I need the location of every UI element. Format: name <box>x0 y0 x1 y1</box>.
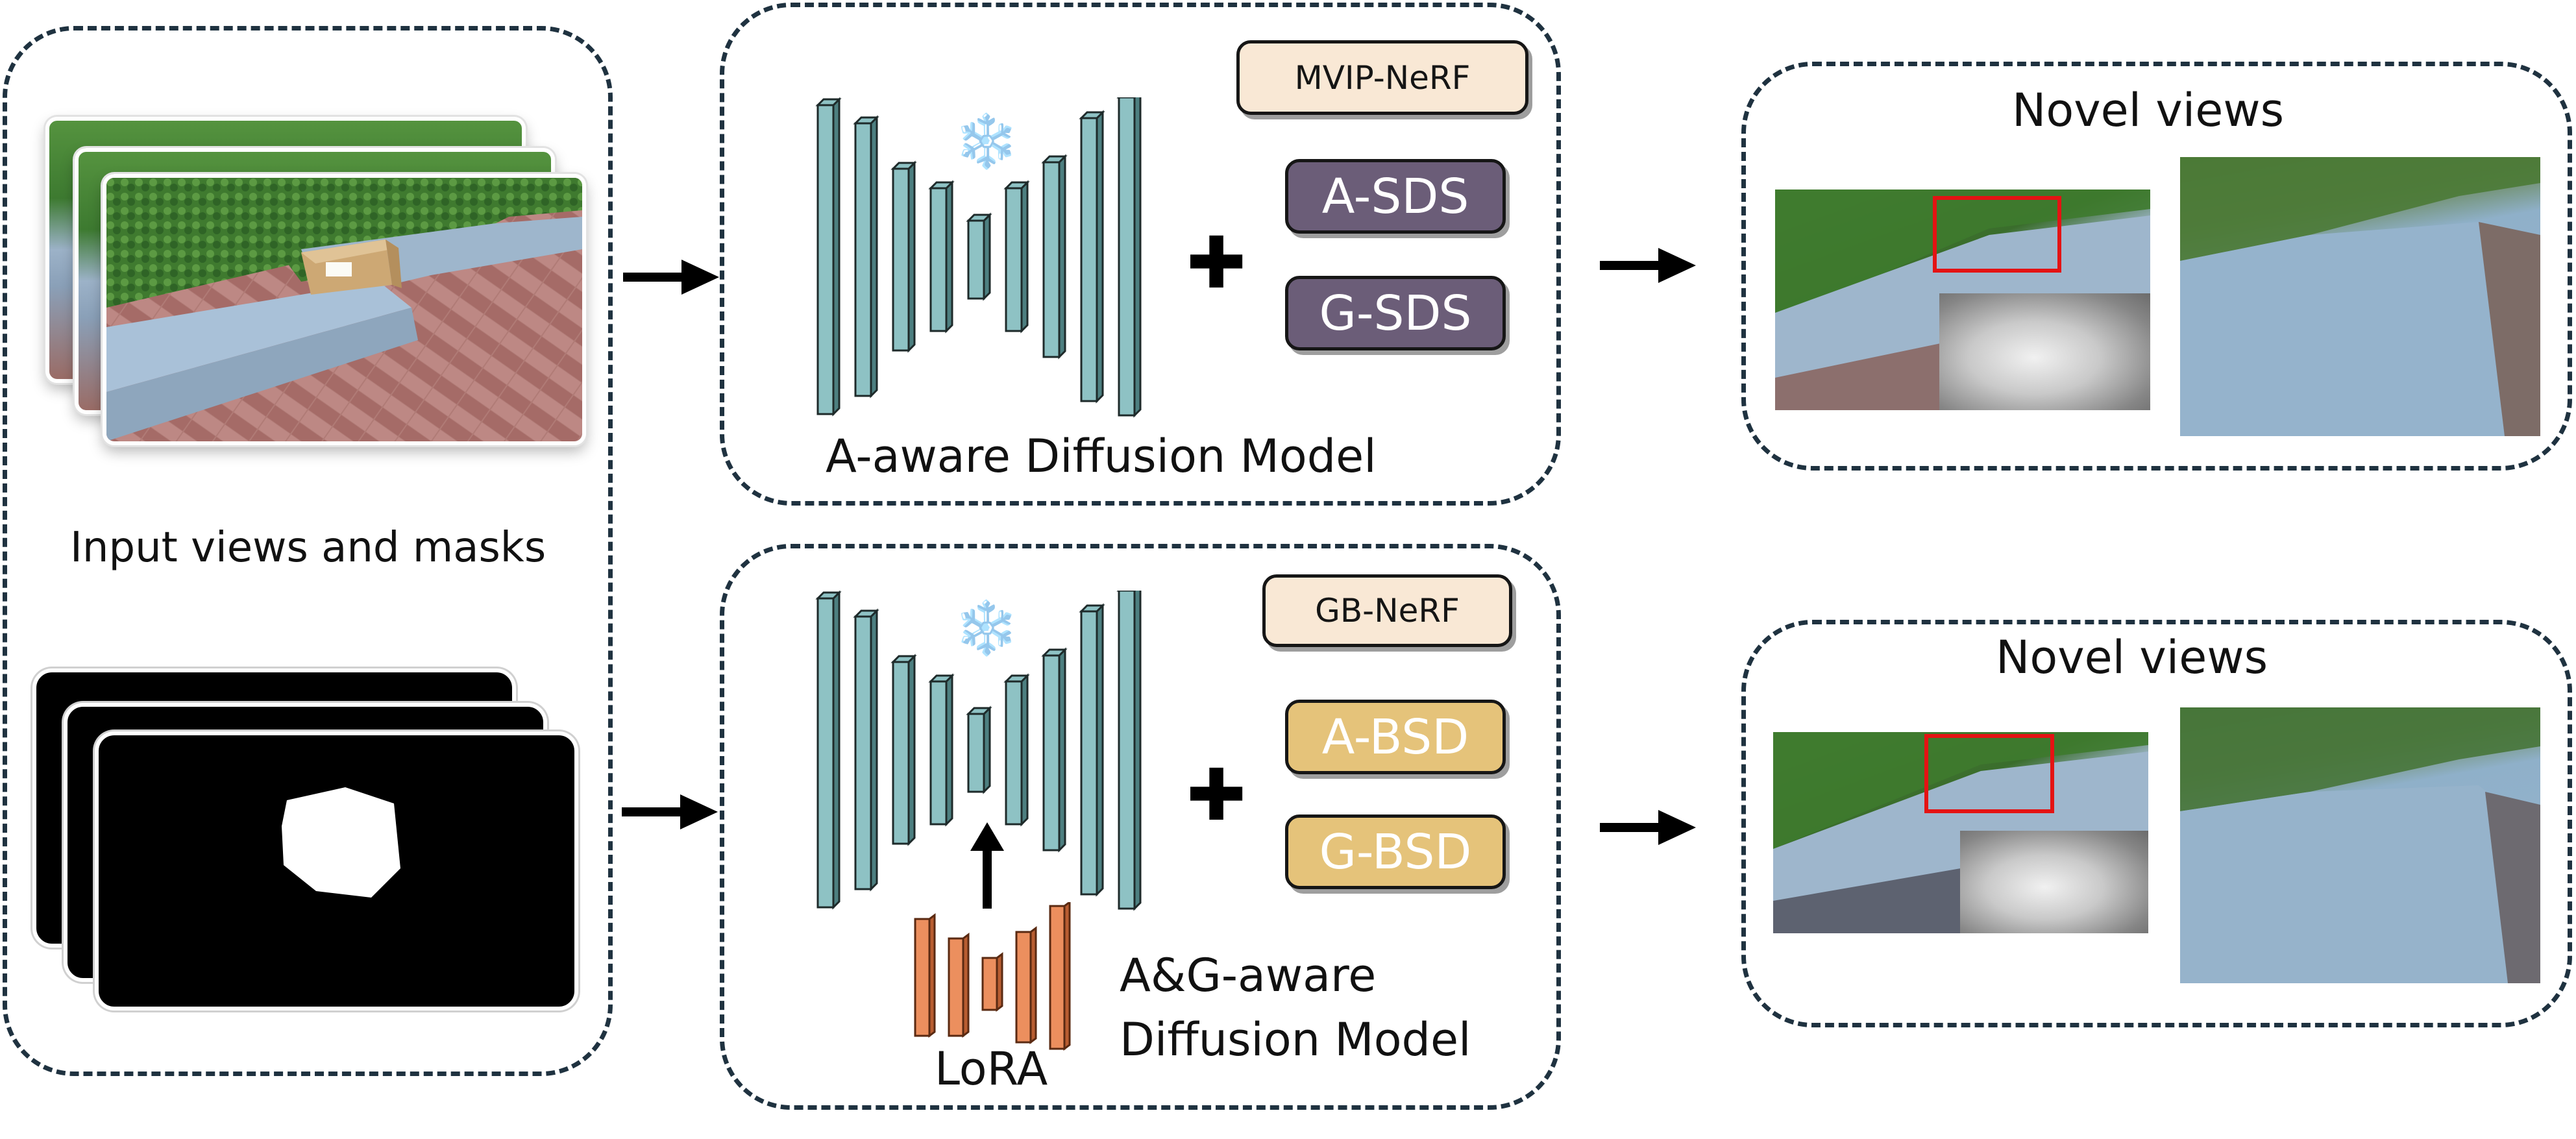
lora-block <box>981 952 1003 1012</box>
depth-map-inset <box>1939 293 2150 410</box>
a-sds-loss-box: A-SDS <box>1285 159 1506 234</box>
lora-block <box>948 933 970 1038</box>
ag-aware-model-label-line2: Diffusion Model <box>1120 1013 1471 1066</box>
zoomed-view-scene <box>2180 707 2540 983</box>
unet-diagram-top <box>815 97 1142 418</box>
depth-map-inset <box>1960 831 2148 933</box>
arrow-right-icon <box>623 260 719 295</box>
snowflake-icon: ❄️ <box>954 111 1019 171</box>
a-aware-model-panel <box>720 3 1561 506</box>
unet-block <box>1116 591 1142 911</box>
unet-block <box>853 608 879 892</box>
novel-view-render-bottom <box>1773 732 2148 933</box>
zoomed-view-bottom <box>2180 707 2540 983</box>
input-view-image <box>106 178 582 441</box>
input-view-card-front <box>103 174 586 445</box>
unet-block <box>853 115 879 398</box>
novel-views-title-bottom: Novel views <box>1996 631 2268 684</box>
object-mask-shape <box>282 787 400 898</box>
input-views-label: Input views and masks <box>70 524 546 572</box>
arrow-up-icon <box>970 822 1004 909</box>
snowflake-icon: ❄️ <box>954 598 1019 658</box>
unet-block <box>815 97 842 417</box>
lora-diagram <box>914 902 1071 1051</box>
plus-icon: ✚ <box>1186 221 1247 304</box>
unet-block <box>966 705 992 794</box>
unet-block <box>1003 180 1030 334</box>
lora-label: LoRA <box>935 1042 1048 1096</box>
plus-icon: ✚ <box>1186 753 1247 837</box>
novel-views-title-top: Novel views <box>2012 84 2285 137</box>
zoomed-view-scene <box>2180 157 2540 436</box>
unet-block <box>1079 603 1105 897</box>
novel-views-panel-bottom <box>1741 620 2572 1027</box>
zoomed-view-top <box>2180 157 2540 436</box>
novel-views-panel-top <box>1741 62 2572 471</box>
a-bsd-loss-box: A-BSD <box>1285 700 1506 774</box>
unet-block <box>1116 97 1142 418</box>
unet-block <box>815 591 842 910</box>
arrow-right-icon <box>1600 810 1696 845</box>
zoom-region-box <box>1933 196 2061 273</box>
mvip-nerf-badge: MVIP-NeRF <box>1236 40 1528 115</box>
unet-block <box>1079 110 1105 404</box>
unet-block <box>928 673 955 827</box>
unet-block <box>1041 647 1068 853</box>
unet-block <box>1003 673 1030 827</box>
unet-block <box>890 654 917 846</box>
input-panel <box>3 26 613 1076</box>
a-aware-model-label: A-aware Diffusion Model <box>826 430 1377 483</box>
lora-block <box>1049 902 1071 1051</box>
unet-block <box>1041 154 1068 360</box>
mask-card-front <box>95 731 578 1010</box>
novel-view-render-top <box>1775 190 2150 410</box>
unet-block <box>928 180 955 334</box>
g-bsd-loss-box: G-BSD <box>1285 814 1506 889</box>
unet-diagram-bottom <box>815 591 1142 911</box>
arrow-right-icon <box>622 794 718 829</box>
g-sds-loss-box: G-SDS <box>1285 276 1506 350</box>
ag-aware-model-panel <box>720 544 1561 1110</box>
unet-block <box>890 160 917 353</box>
unet-block <box>966 212 992 301</box>
ag-aware-model-label-line1: A&G-aware <box>1120 949 1377 1002</box>
lora-block <box>1015 926 1037 1044</box>
arrow-right-icon <box>1600 248 1696 283</box>
lora-block <box>914 913 936 1038</box>
gb-nerf-badge: GB-NeRF <box>1262 574 1512 647</box>
zoom-region-box <box>1924 734 2054 813</box>
